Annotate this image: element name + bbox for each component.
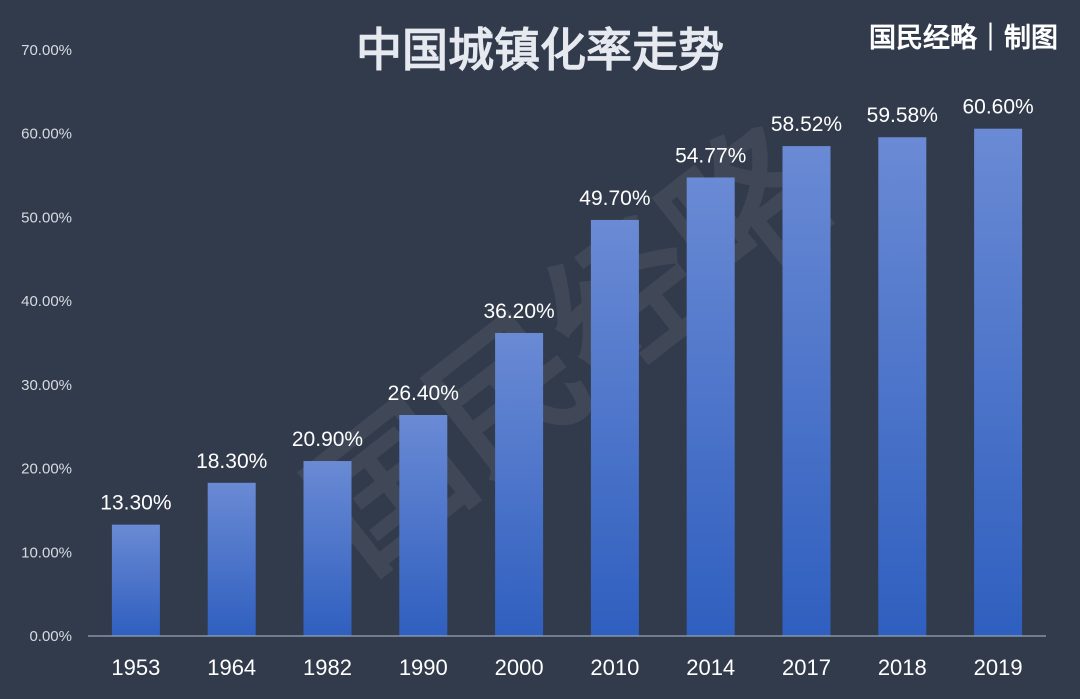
x-tick-label: 2017 bbox=[782, 655, 831, 680]
watermark: 国民经略 bbox=[279, 95, 861, 603]
x-axis-ticks: 1953 1964 1982 1990 2000 2010 2014 2017 2018 2019 bbox=[111, 655, 1022, 680]
bar bbox=[111, 524, 160, 636]
bar bbox=[974, 128, 1023, 637]
x-tick-label: 1982 bbox=[303, 655, 352, 680]
data-label: 60.60% bbox=[962, 96, 1033, 119]
data-label: 26.40% bbox=[388, 382, 459, 405]
x-tick-label: 2010 bbox=[590, 655, 639, 680]
x-tick-label: 2000 bbox=[495, 655, 544, 680]
y-tick-label: 50.00% bbox=[21, 209, 72, 226]
x-tick-label: 1953 bbox=[111, 655, 160, 680]
y-axis-ticks: 0.00% 10.00% 20.00% 30.00% 40.00% 50.00% 60.00… bbox=[21, 42, 72, 645]
data-label: 54.77% bbox=[675, 144, 746, 167]
x-tick-label: 2014 bbox=[686, 655, 735, 680]
data-label: 36.20% bbox=[483, 300, 554, 323]
y-tick-label: 60.00% bbox=[21, 126, 72, 143]
y-tick-label: 30.00% bbox=[21, 377, 72, 394]
bar bbox=[495, 332, 544, 636]
y-tick-label: 10.00% bbox=[21, 544, 72, 561]
bar bbox=[590, 219, 639, 636]
data-label: 18.30% bbox=[196, 450, 267, 473]
bar bbox=[686, 177, 735, 636]
data-label: 58.52% bbox=[771, 113, 842, 136]
y-tick-label: 20.00% bbox=[21, 461, 72, 478]
bar bbox=[782, 146, 831, 636]
x-tick-label: 1964 bbox=[207, 655, 256, 680]
x-tick-label: 2019 bbox=[974, 655, 1023, 680]
bar bbox=[303, 461, 352, 636]
y-tick-label: 70.00% bbox=[21, 42, 72, 59]
x-tick-label: 2018 bbox=[878, 655, 927, 680]
data-label: 59.58% bbox=[867, 104, 938, 127]
y-tick-label: 40.00% bbox=[21, 293, 72, 310]
y-tick-label: 0.00% bbox=[29, 628, 72, 645]
bars bbox=[111, 128, 1023, 637]
data-labels: 13.30% 18.30% 20.90% 26.40% 36.20% 49.70% 54.7… bbox=[100, 96, 1033, 515]
bar bbox=[399, 414, 448, 636]
data-label: 49.70% bbox=[579, 187, 650, 210]
chart-title: 中国城镇化率走势 bbox=[356, 23, 724, 77]
data-label: 13.30% bbox=[100, 492, 171, 515]
x-tick-label: 1990 bbox=[399, 655, 448, 680]
bar bbox=[878, 137, 927, 636]
credit-label: 国民经略｜制图 bbox=[869, 22, 1058, 54]
bar bbox=[207, 482, 256, 636]
data-label: 20.90% bbox=[292, 428, 363, 451]
